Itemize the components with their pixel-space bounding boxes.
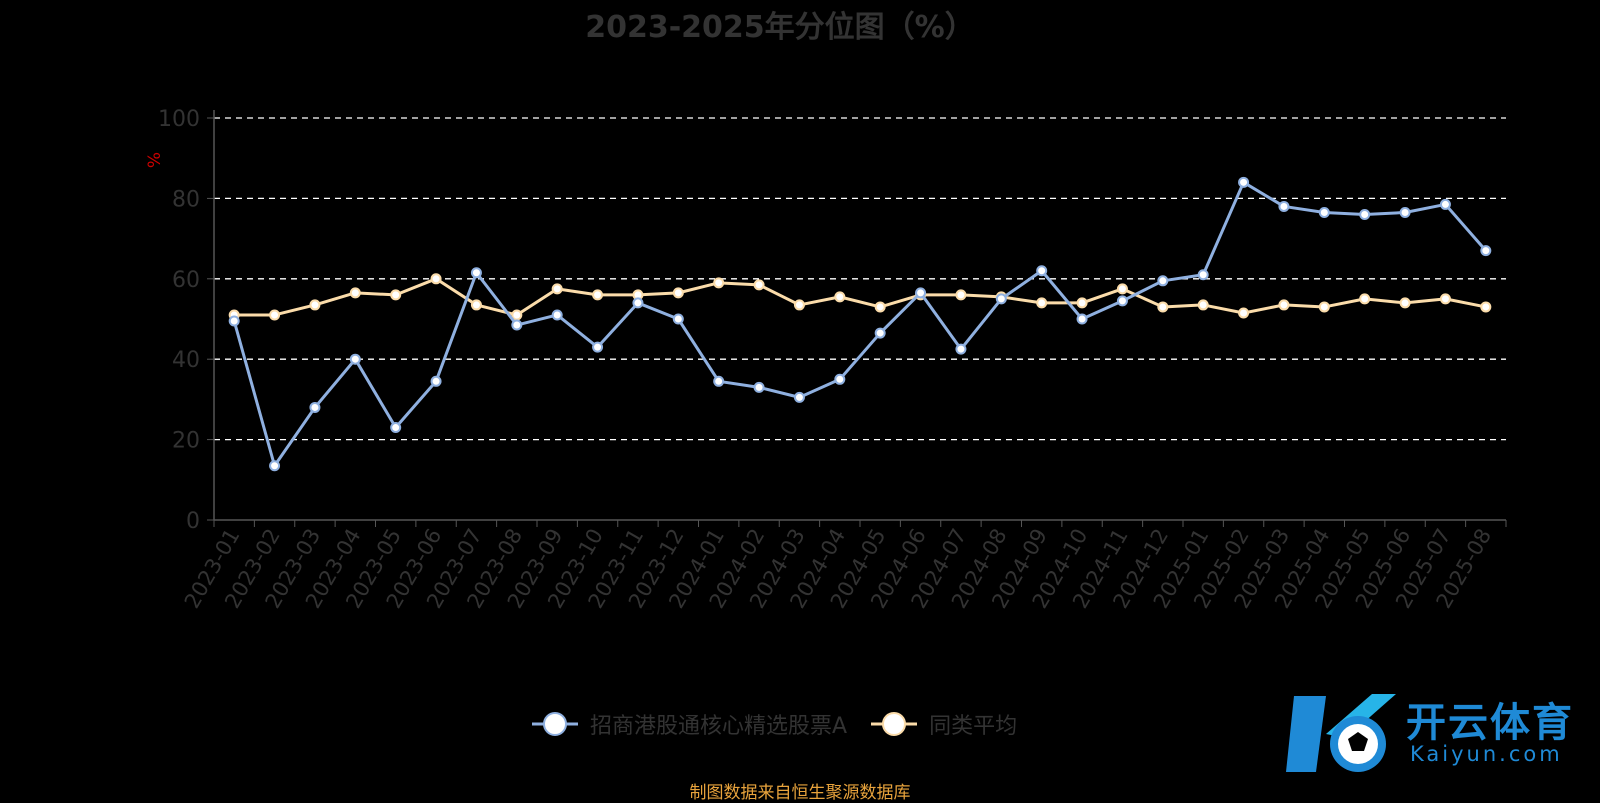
data-point-0 — [470, 267, 482, 279]
logo-text-cn: 开云体育 — [1406, 700, 1574, 746]
data-point-1 — [349, 287, 361, 299]
data-point-1 — [1278, 299, 1290, 311]
data-point-0 — [793, 391, 805, 403]
data-point-0 — [834, 373, 846, 385]
data-point-0 — [1278, 200, 1290, 212]
data-point-0 — [1157, 275, 1169, 287]
data-point-1 — [511, 309, 523, 321]
legend-swatch-average-icon — [871, 712, 918, 736]
data-point-0 — [390, 422, 402, 434]
data-point-0 — [1197, 269, 1209, 281]
data-point-1 — [1036, 297, 1048, 309]
data-point-0 — [269, 460, 281, 472]
data-point-0 — [1318, 206, 1330, 218]
data-point-0 — [1399, 206, 1411, 218]
data-point-0 — [753, 381, 765, 393]
series-line-1 — [234, 277, 1487, 317]
data-point-1 — [592, 289, 604, 301]
data-source-note: 制图数据来自恒生聚源数据库 — [689, 783, 911, 803]
data-point-0 — [551, 309, 563, 321]
data-point-0 — [511, 319, 523, 331]
data-point-0 — [874, 327, 886, 339]
y-tick-label: 80 — [172, 187, 200, 212]
data-point-0 — [713, 375, 725, 387]
y-axis-label: % — [145, 152, 165, 168]
data-point-1 — [1399, 297, 1411, 309]
y-tick-label: 0 — [186, 509, 200, 534]
data-point-1 — [470, 299, 482, 311]
data-point-1 — [834, 291, 846, 303]
line-chart: 020406080100%2023-012023-022023-032023-0… — [145, 107, 1507, 612]
data-point-1 — [1116, 283, 1128, 295]
logo-text-en: Kaiyun.com — [1410, 742, 1563, 766]
data-point-0 — [1359, 208, 1371, 220]
data-point-0 — [1439, 198, 1451, 210]
y-tick-label: 20 — [172, 429, 200, 454]
data-point-0 — [1076, 313, 1088, 325]
legend-swatch-fund-icon — [532, 712, 578, 736]
data-point-0 — [955, 343, 967, 355]
data-point-0 — [1036, 265, 1048, 277]
data-point-0 — [309, 401, 321, 413]
data-point-0 — [349, 353, 361, 365]
data-point-1 — [793, 299, 805, 311]
data-point-0 — [592, 341, 604, 353]
data-point-1 — [1318, 301, 1330, 313]
data-point-1 — [1238, 307, 1250, 319]
data-point-1 — [1359, 293, 1371, 305]
y-tick-label: 40 — [172, 348, 200, 373]
data-point-0 — [228, 315, 240, 327]
data-point-1 — [551, 283, 563, 295]
chart-title: 2023-2025年分位图（%） — [585, 10, 975, 45]
football-logo-icon — [1286, 694, 1396, 772]
data-point-1 — [269, 309, 281, 321]
legend: 招商港股通核心精选股票A 同类平均 — [530, 706, 1017, 742]
data-point-0 — [995, 293, 1007, 305]
data-point-1 — [874, 301, 886, 313]
data-point-0 — [1480, 245, 1492, 257]
data-point-1 — [753, 279, 765, 291]
legend-item-fund[interactable]: 招商港股通核心精选股票A — [530, 708, 847, 740]
data-point-1 — [390, 289, 402, 301]
data-point-0 — [632, 297, 644, 309]
data-point-1 — [955, 289, 967, 301]
data-point-1 — [1197, 299, 1209, 311]
data-point-0 — [430, 375, 442, 387]
data-point-1 — [1157, 301, 1169, 313]
data-point-1 — [430, 273, 442, 285]
data-point-1 — [672, 287, 684, 299]
legend-label-fund: 招商港股通核心精选股票A — [590, 714, 848, 739]
data-point-1 — [1076, 297, 1088, 309]
data-point-0 — [1116, 295, 1128, 307]
legend-label-average: 同类平均 — [929, 714, 1018, 739]
data-point-1 — [1480, 301, 1492, 313]
y-tick-label: 60 — [172, 268, 200, 293]
data-point-1 — [713, 277, 725, 289]
series-line-0 — [232, 180, 1487, 468]
data-point-0 — [672, 313, 684, 325]
data-point-0 — [915, 287, 927, 299]
data-point-1 — [309, 299, 321, 311]
data-point-1 — [1439, 293, 1451, 305]
legend-item-average[interactable]: 同类平均 — [869, 708, 1017, 740]
logo: 开云体育 Kaiyun.com — [1286, 686, 1576, 782]
data-point-0 — [1238, 176, 1250, 188]
y-tick-label: 100 — [158, 107, 200, 132]
